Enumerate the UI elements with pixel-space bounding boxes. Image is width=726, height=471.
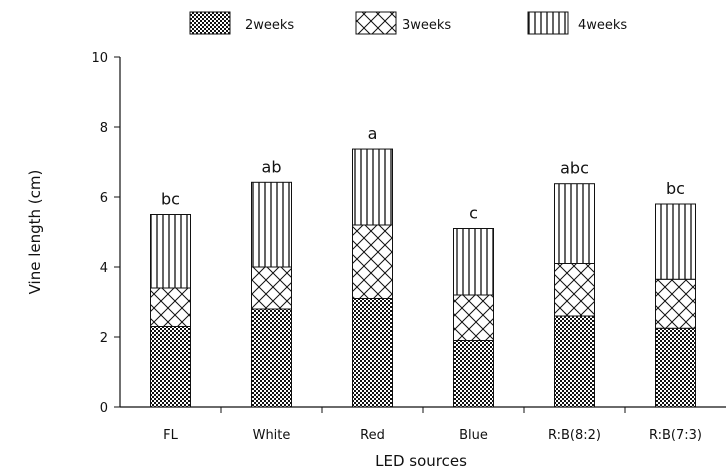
bar-segment-2weeks-FL [150,326,191,408]
significance-letter: abc [560,159,589,178]
bar-segment-2weeks-Blue [453,340,494,408]
bar-segment-3weeks-R:B(8:2) [554,263,595,317]
y-axis-title: Vine length (cm) [26,170,44,295]
legend-swatch-2weeks [189,11,231,35]
y-tick-label: 4 [100,261,108,276]
bar-segment-3weeks-FL [150,287,191,327]
bar-segment-4weeks-FL [150,214,191,289]
y-tick-label: 6 [100,191,108,206]
x-axis-title: LED sources [375,452,467,470]
significance-letter: ab [262,157,282,176]
bar-segment-3weeks-R:B(7:3) [655,278,696,329]
y-tick-label: 0 [100,401,108,416]
significance-letter: a [368,124,378,143]
significance-letter: bc [666,179,685,198]
legend-swatch-4weeks [527,11,569,35]
y-tick-label: 2 [100,331,108,346]
y-tick-label: 8 [100,121,108,136]
bar-segment-2weeks-Red [352,298,393,408]
bar-segment-3weeks-White [251,266,292,310]
significance-letter: bc [161,190,180,209]
bar-segment-4weeks-R:B(8:2) [554,183,595,264]
x-tick-label: White [253,428,291,443]
legend: 2weeks 3weeks 4weeks [189,11,627,35]
bar-segment-4weeks-White [251,181,292,268]
legend-label-4weeks: 4weeks [578,18,627,33]
bar-segment-2weeks-R:B(7:3) [655,327,696,408]
bar-segment-3weeks-Red [352,224,393,299]
legend-label-3weeks: 3weeks [402,18,451,33]
legend-swatch-3weeks [355,11,397,35]
x-tick-label: FL [163,428,178,443]
bar-segment-4weeks-Red [352,148,393,226]
bar-segment-3weeks-Blue [453,294,494,341]
axes: 0 2 4 6 8 10 FL White Red Blue R:B(8:2) R:B(7:3) [91,51,726,443]
x-tick-label: R:B(7:3) [649,428,702,443]
bar-segment-2weeks-White [251,308,292,408]
significance-letter: c [469,204,478,223]
bar-segment-4weeks-Blue [453,228,494,296]
bar-segment-2weeks-R:B(8:2) [554,315,595,408]
y-tick-label: 10 [91,51,108,66]
legend-label-2weeks: 2weeks [245,18,294,33]
x-tick-label: Red [360,428,385,443]
x-tick-label: Blue [459,428,488,443]
bar-segment-4weeks-R:B(7:3) [655,203,696,280]
bars [150,148,696,408]
x-tick-label: R:B(8:2) [548,428,601,443]
significance-letters: bc ab a c abc bc [161,124,685,222]
